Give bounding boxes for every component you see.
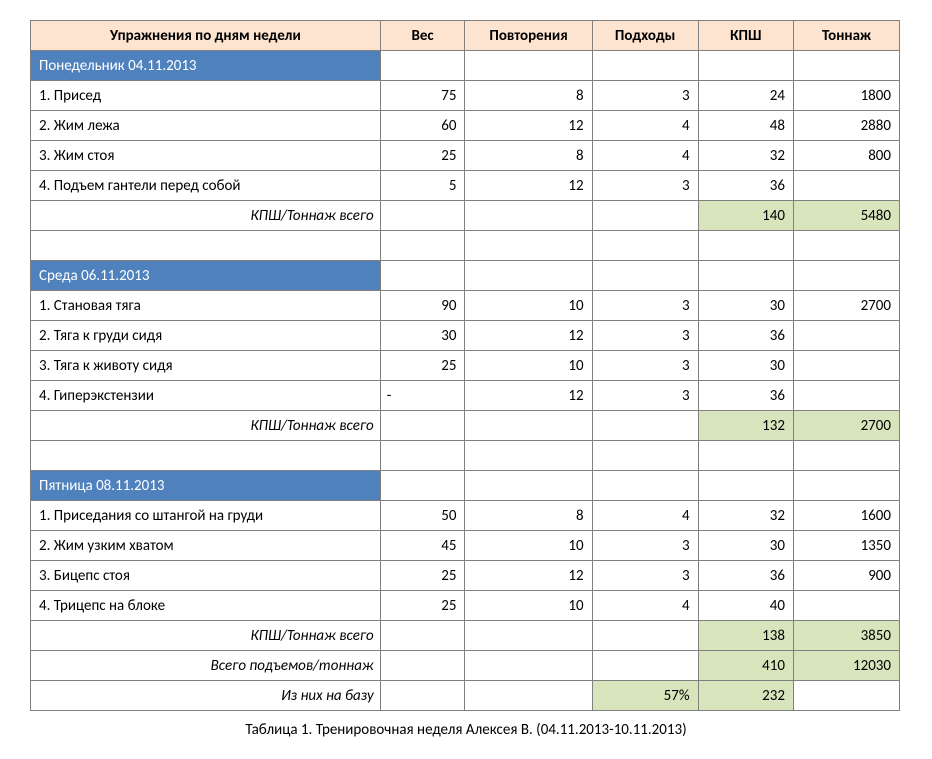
subtotal-kpsh: 140	[698, 201, 793, 231]
table-caption: Таблица 1. Тренировочная неделя Алексея …	[30, 721, 902, 739]
training-table: Упражнения по дням недели Вес Повторения…	[30, 20, 900, 711]
subtotal-row: КПШ/Тоннаж всего 132 2700	[31, 411, 900, 441]
cell-weight: 75	[380, 81, 465, 111]
exercise-name: 4. Подъем гантели перед собой	[31, 171, 381, 201]
subtotal-row: КПШ/Тоннаж всего 138 3850	[31, 621, 900, 651]
cell-kpsh: 24	[698, 81, 793, 111]
table-row: 3. Тяга к животу сидя 25 10 3 30	[31, 351, 900, 381]
col-kpsh: КПШ	[698, 21, 793, 51]
day-header-mon: Понедельник 04.11.2013	[31, 51, 900, 81]
day-header-fri: Пятница 08.11.2013	[31, 471, 900, 501]
day-title: Пятница 08.11.2013	[31, 471, 381, 501]
subtotal-tonnage: 5480	[793, 201, 899, 231]
table-row: 1. Становая тяга 90 10 3 30 2700	[31, 291, 900, 321]
exercise-name: 2. Жим лежа	[31, 111, 381, 141]
day-title: Среда 06.11.2013	[31, 261, 381, 291]
exercise-name: 3. Тяга к животу сидя	[31, 351, 381, 381]
base-kpsh: 232	[698, 681, 793, 711]
col-reps: Повторения	[465, 21, 592, 51]
exercise-name: 1. Приседания со штангой на груди	[31, 501, 381, 531]
total-kpsh: 410	[698, 651, 793, 681]
table-row: 2. Жим лежа 60 12 4 48 2880	[31, 111, 900, 141]
base-label: Из них на базу	[31, 681, 381, 711]
exercise-name: 3. Жим стоя	[31, 141, 381, 171]
day-title: Понедельник 04.11.2013	[31, 51, 381, 81]
col-sets: Подходы	[592, 21, 698, 51]
subtotal-tonnage: 2700	[793, 411, 899, 441]
subtotal-label: КПШ/Тоннаж всего	[31, 201, 381, 231]
table-row: 4. Гиперэкстензии - 12 3 36	[31, 381, 900, 411]
subtotal-label: КПШ/Тоннаж всего	[31, 411, 381, 441]
table-row: 3. Жим стоя 25 8 4 32 800	[31, 141, 900, 171]
table-row: 4. Трицепс на блоке 25 10 4 40	[31, 591, 900, 621]
exercise-name: 4. Гиперэкстензии	[31, 381, 381, 411]
table-row: 3. Бицепс стоя 25 12 3 36 900	[31, 561, 900, 591]
exercise-name: 3. Бицепс стоя	[31, 561, 381, 591]
table-row: 4. Подъем гантели перед собой 5 12 3 36	[31, 171, 900, 201]
table-row: 1. Приседания со штангой на груди 50 8 4…	[31, 501, 900, 531]
day-header-wed: Среда 06.11.2013	[31, 261, 900, 291]
subtotal-kpsh: 132	[698, 411, 793, 441]
table-row: 2. Жим узким хватом 45 10 3 30 1350	[31, 531, 900, 561]
header-row: Упражнения по дням недели Вес Повторения…	[31, 21, 900, 51]
subtotal-tonnage: 3850	[793, 621, 899, 651]
exercise-name: 2. Тяга к груди сидя	[31, 321, 381, 351]
cell-sets: 3	[592, 81, 698, 111]
base-pct: 57%	[592, 681, 698, 711]
exercise-name: 1. Становая тяга	[31, 291, 381, 321]
table-row: 2. Тяга к груди сидя 30 12 3 36	[31, 321, 900, 351]
subtotal-kpsh: 138	[698, 621, 793, 651]
exercise-name: 1. Присед	[31, 81, 381, 111]
table-row: 1. Присед 75 8 3 24 1800	[31, 81, 900, 111]
exercise-name: 2. Жим узким хватом	[31, 531, 381, 561]
col-weight: Вес	[380, 21, 465, 51]
cell-reps: 8	[465, 81, 592, 111]
col-tonnage: Тоннаж	[793, 21, 899, 51]
cell-tonnage: 1800	[793, 81, 899, 111]
total-label: Всего подъемов/тоннаж	[31, 651, 381, 681]
subtotal-row: КПШ/Тоннаж всего 140 5480	[31, 201, 900, 231]
base-total-row: Из них на базу 57% 232	[31, 681, 900, 711]
grand-total-row: Всего подъемов/тоннаж 410 12030	[31, 651, 900, 681]
spacer-row	[31, 231, 900, 261]
spacer-row	[31, 441, 900, 471]
col-exercise: Упражнения по дням недели	[31, 21, 381, 51]
total-tonnage: 12030	[793, 651, 899, 681]
exercise-name: 4. Трицепс на блоке	[31, 591, 381, 621]
subtotal-label: КПШ/Тоннаж всего	[31, 621, 381, 651]
